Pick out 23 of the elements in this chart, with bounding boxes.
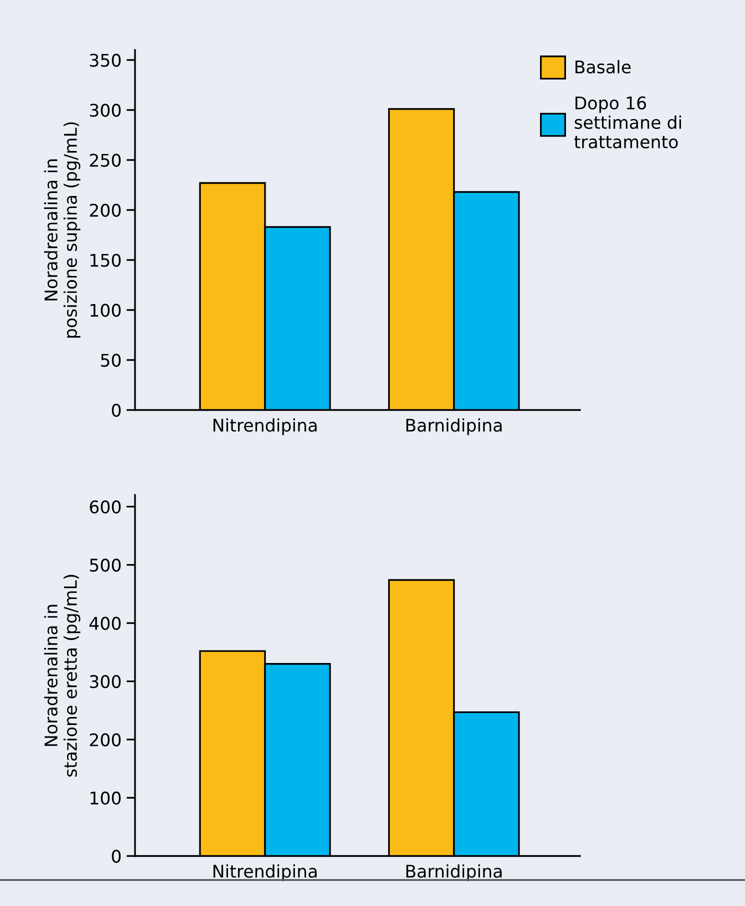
y-tick-label: 600 [90,500,121,514]
y-tick-label: 300 [90,675,121,688]
y-tick-label: 200 [90,733,121,746]
y-tick-label: 100 [90,304,121,317]
y-tick-label: 50 [101,354,121,367]
y-axis-title: Noradrenalina in posizione supina (pg/mL) [44,122,80,338]
x-tick-label: Nitrendipina [214,864,317,882]
y-tick-label: 0 [112,850,121,863]
y-tick-label: 500 [90,558,121,572]
y-tick-label: 200 [90,204,121,217]
x-tick-label: Barnidipina [406,418,502,436]
legend-label: Dopo 16 settimane di trattamento [574,96,681,148]
y-tick-label: 0 [112,404,121,417]
y-tick-label: 300 [90,104,121,117]
y-tick-label: 150 [90,254,121,267]
y-tick-label: 250 [90,154,121,167]
x-tick-label: Barnidipina [406,864,502,882]
y-tick-label: 400 [90,616,121,630]
legend-label: Basale [576,60,631,74]
y-axis-title: Noradrenalina in stazione eretta (pg/mL) [44,574,80,777]
y-tick-label: 350 [90,54,121,67]
y-tick-label: 100 [90,791,121,805]
x-tick-label: Nitrendipina [214,418,317,436]
